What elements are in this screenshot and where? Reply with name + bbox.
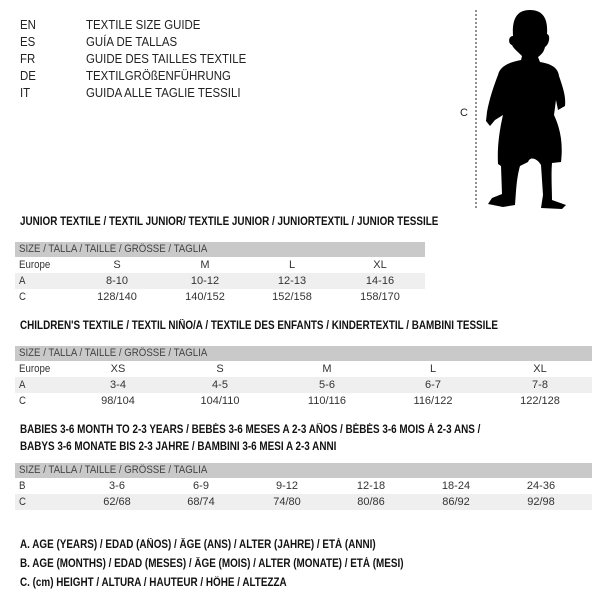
- cell: S: [113, 259, 121, 271]
- cell: XL: [373, 259, 387, 271]
- cell: 3-6: [109, 480, 125, 492]
- lang-title: TEXTILGRÖßENFÜHRUNG: [86, 68, 231, 83]
- lang-title: GUIDA ALLE TAGLIE TESSILI: [86, 85, 241, 100]
- cell: 116/122: [413, 395, 453, 407]
- cell: 62/68: [103, 496, 131, 508]
- cell: 10-12: [190, 275, 220, 287]
- cell: XS: [110, 363, 126, 375]
- language-de: DE TEXTILGRÖßENFÜHRUNG: [20, 67, 231, 84]
- table-row: Europe S M L XL: [15, 257, 425, 273]
- cell: XL: [533, 363, 547, 375]
- legend-a: A. AGE (YEARS) / EDAD (AÑOS) / ÂGE (ANS)…: [20, 539, 376, 551]
- cell: M: [200, 259, 210, 271]
- legend-b: B. AGE (MONTHS) / EDAD (MESES) / ÂGE (MO…: [20, 558, 404, 570]
- lang-code: IT: [20, 85, 31, 100]
- table-header: SIZE / TALLA / TAILLE / GRÖSSE / TAGLIA: [15, 346, 592, 361]
- cell: 86/92: [442, 496, 470, 508]
- cell: L: [429, 363, 437, 375]
- cell: 68/74: [187, 496, 215, 508]
- table-header: SIZE / TALLA / TAILLE / GRÖSSE / TAGLIA: [15, 463, 592, 478]
- row-label: C: [19, 291, 26, 303]
- babies-section-title-line2: BABYS 3-6 MONATE BIS 2-3 JAHRE / BAMBINI…: [20, 441, 337, 453]
- cell: 24-36: [526, 480, 556, 492]
- table-row: A 3-4 4-5 5-6 6-7 7-8: [15, 377, 592, 393]
- row-label: C: [19, 395, 26, 407]
- cell: 6-9: [193, 480, 209, 492]
- cell: 104/110: [200, 395, 240, 407]
- babies-size-table: SIZE / TALLA / TAILLE / GRÖSSE / TAGLIA …: [15, 463, 592, 510]
- table-header: SIZE / TALLA / TAILLE / GRÖSSE / TAGLIA: [15, 242, 425, 257]
- cell: 140/152: [185, 291, 225, 303]
- lang-code: ES: [20, 34, 36, 49]
- row-label: C: [19, 496, 26, 508]
- junior-size-table: SIZE / TALLA / TAILLE / GRÖSSE / TAGLIA …: [15, 242, 425, 305]
- cell: 8-10: [105, 275, 129, 287]
- legend-c: C. (cm) HEIGHT / ALTURA / HAUTEUR / HÖHE…: [20, 577, 287, 589]
- table-row: Europe XS S M L XL: [15, 361, 592, 377]
- cell: L: [288, 259, 296, 271]
- row-label: Europe: [19, 259, 51, 271]
- row-label: B: [19, 480, 26, 492]
- cell: 3-4: [110, 379, 126, 391]
- lang-title: GUÍA DE TALLAS: [86, 34, 178, 49]
- cell: 4-5: [212, 379, 228, 391]
- cell: 12-18: [356, 480, 386, 492]
- cell: 128/140: [97, 291, 137, 303]
- lang-title: GUIDE DES TAILLES TEXTILE: [86, 51, 247, 66]
- cell: 158/170: [360, 291, 400, 303]
- junior-section-title: JUNIOR TEXTILE / TEXTIL JUNIOR/ TEXTILE …: [20, 216, 439, 228]
- lang-code: FR: [20, 51, 36, 66]
- cell: 122/128: [520, 395, 560, 407]
- header-label: SIZE / TALLA / TAILLE / GRÖSSE / TAGLIA: [19, 347, 208, 359]
- children-size-table: SIZE / TALLA / TAILLE / GRÖSSE / TAGLIA …: [15, 346, 592, 409]
- language-it: IT GUIDA ALLE TAGLIE TESSILI: [20, 84, 241, 101]
- cell: 6-7: [425, 379, 441, 391]
- table-row: C 128/140 140/152 152/158 158/170: [15, 289, 425, 305]
- cell: 80/86: [357, 496, 385, 508]
- lang-code: DE: [20, 68, 36, 83]
- lang-title: TEXTILE SIZE GUIDE: [86, 17, 201, 32]
- cell: 92/98: [527, 496, 555, 508]
- table-row: C 98/104 104/110 110/116 116/122 122/128: [15, 393, 592, 409]
- cell: 12-13: [277, 275, 307, 287]
- cell: 98/104: [101, 395, 135, 407]
- cell: 74/80: [273, 496, 301, 508]
- header-label: SIZE / TALLA / TAILLE / GRÖSSE / TAGLIA: [19, 464, 208, 476]
- table-row: C 62/68 68/74 74/80 80/86 86/92 92/98: [15, 494, 592, 510]
- child-silhouette-icon: [475, 10, 566, 209]
- cell: 14-16: [365, 275, 395, 287]
- table-row: A 8-10 10-12 12-13 14-16: [15, 273, 425, 289]
- cell: 152/158: [272, 291, 312, 303]
- cell: S: [216, 363, 224, 375]
- measure-label: C: [460, 107, 468, 119]
- row-label: A: [19, 379, 26, 391]
- language-es: ES GUÍA DE TALLAS: [20, 33, 177, 50]
- cell: 5-6: [319, 379, 335, 391]
- lang-code: EN: [20, 17, 36, 32]
- cell: 110/116: [307, 395, 347, 407]
- babies-section-title-line1: BABIES 3-6 MONTH TO 2-3 YEARS / BEBÉS 3-…: [20, 424, 481, 436]
- children-section-title: CHILDREN'S TEXTILE / TEXTIL NIÑO/A / TEX…: [20, 320, 499, 332]
- cell: 18-24: [441, 480, 471, 492]
- row-label: Europe: [19, 363, 51, 375]
- row-label: A: [19, 275, 26, 287]
- language-en: EN TEXTILE SIZE GUIDE: [20, 16, 200, 33]
- language-fr: FR GUIDE DES TAILLES TEXTILE: [20, 50, 246, 67]
- cell: 9-12: [275, 480, 299, 492]
- cell: 7-8: [532, 379, 548, 391]
- cell: M: [322, 363, 332, 375]
- header-label: SIZE / TALLA / TAILLE / GRÖSSE / TAGLIA: [19, 243, 208, 255]
- table-row: B 3-6 6-9 9-12 12-18 18-24 24-36: [15, 478, 592, 494]
